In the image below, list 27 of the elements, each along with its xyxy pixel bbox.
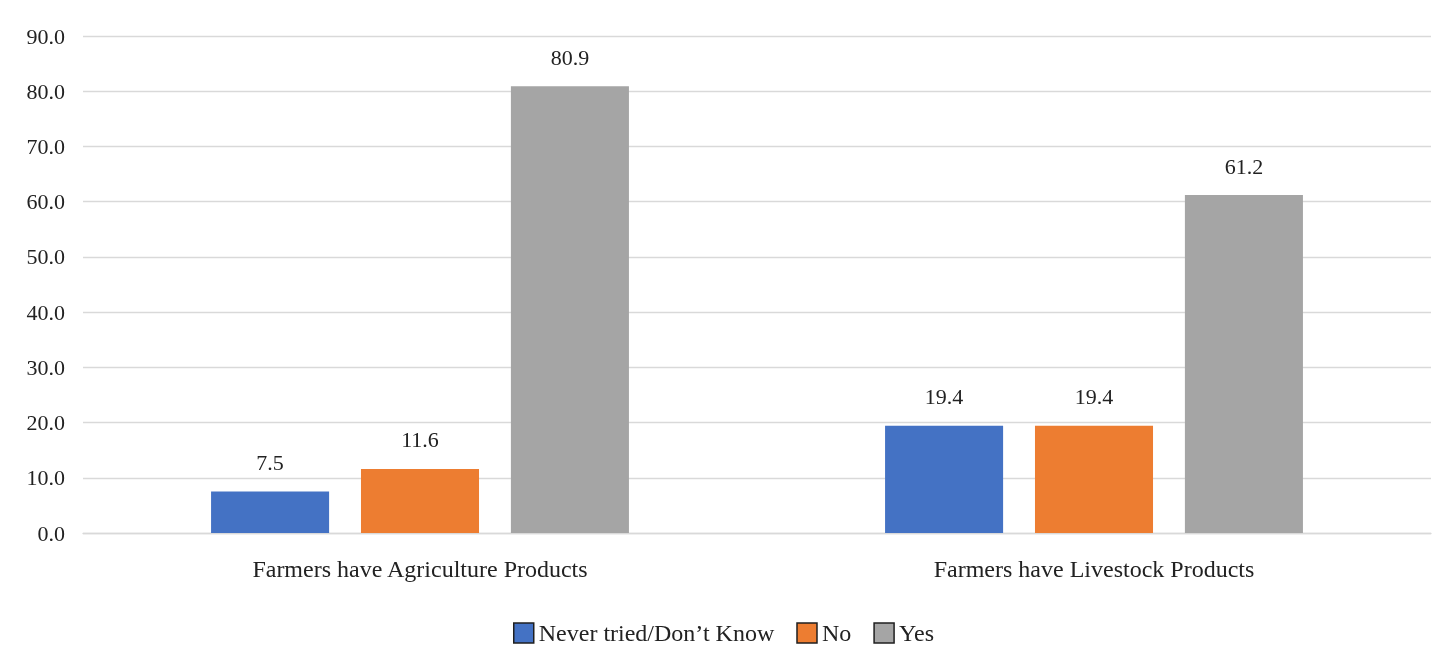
y-tick-label: 60.0 xyxy=(26,189,65,215)
y-tick-label: 70.0 xyxy=(26,133,65,159)
bar xyxy=(1034,425,1154,533)
x-tick-label: Farmers have Livestock Products xyxy=(933,556,1255,582)
y-tick-label: 40.0 xyxy=(26,299,65,325)
bar xyxy=(211,491,330,533)
x-tick-label: Farmers have Agriculture Products xyxy=(252,556,588,582)
y-tick-label: 50.0 xyxy=(26,244,65,270)
y-tick-label: 10.0 xyxy=(26,465,65,491)
bar xyxy=(885,425,1004,533)
legend-label: Yes xyxy=(899,620,934,646)
data-label: 19.4 xyxy=(924,384,964,410)
data-label: 61.2 xyxy=(1224,153,1264,179)
y-tick-label: 80.0 xyxy=(26,78,65,104)
y-tick-label: 90.0 xyxy=(26,23,65,49)
data-label: 19.4 xyxy=(1074,384,1114,410)
bar xyxy=(510,86,629,533)
y-tick-label: 0.0 xyxy=(37,520,65,546)
data-label: 11.6 xyxy=(401,427,439,453)
data-label: 7.5 xyxy=(256,450,284,476)
data-label: 80.9 xyxy=(550,44,590,70)
legend-label: Never tried/Don’t Know xyxy=(538,620,775,646)
legend-label: No xyxy=(822,620,852,646)
y-tick-label: 20.0 xyxy=(26,410,65,436)
bar xyxy=(1184,195,1303,533)
bar xyxy=(360,468,480,533)
y-tick-label: 30.0 xyxy=(26,354,65,380)
